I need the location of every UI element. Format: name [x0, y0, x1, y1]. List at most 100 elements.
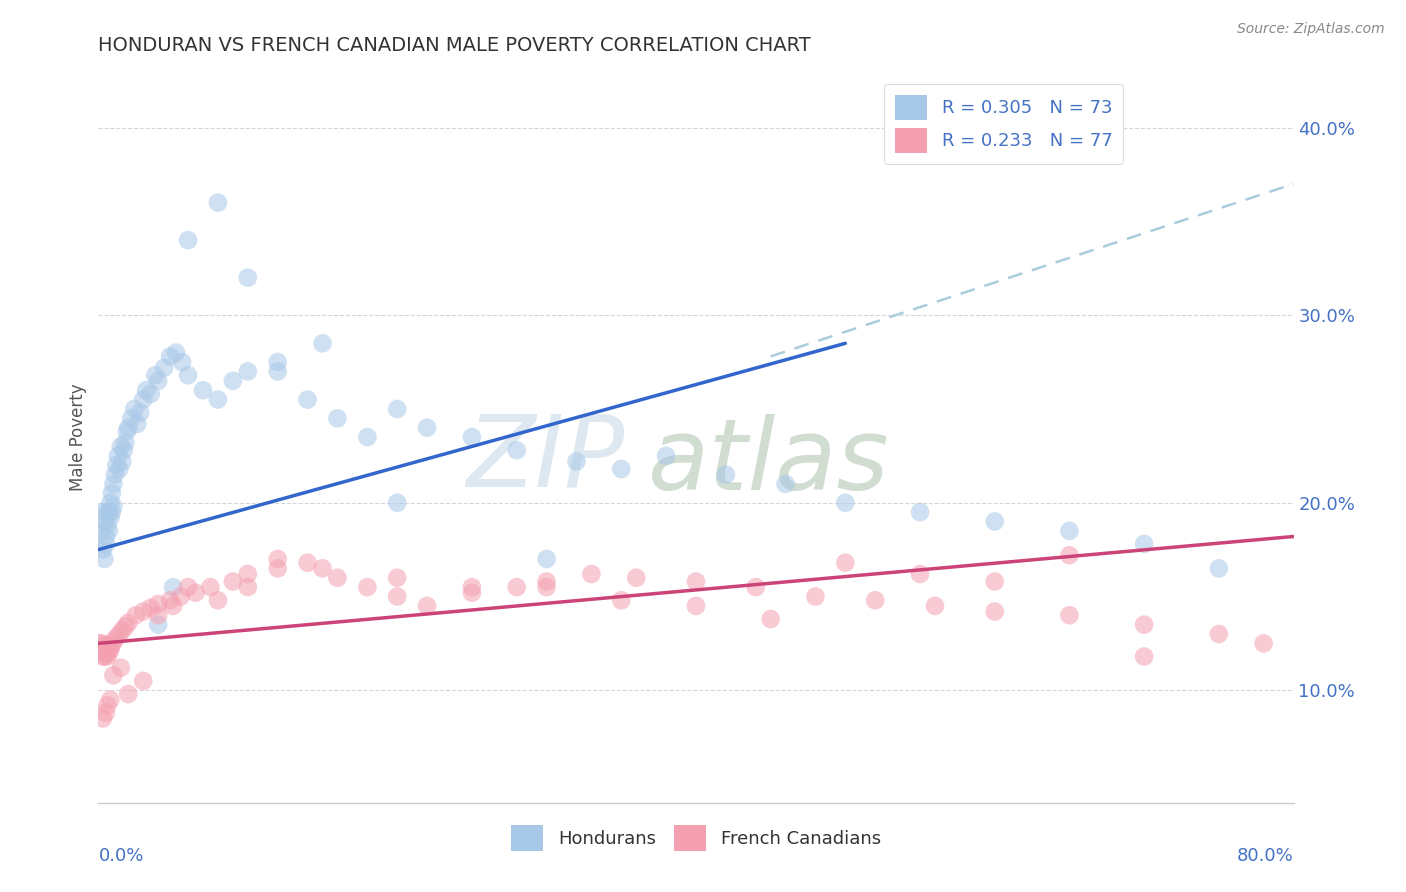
Point — [91, 642, 114, 657]
Point — [385, 496, 409, 510]
Point — [1253, 636, 1275, 650]
Point — [103, 477, 125, 491]
Point — [267, 355, 290, 369]
Point — [506, 580, 529, 594]
Point — [148, 608, 170, 623]
Point — [984, 574, 1007, 589]
Point — [103, 634, 125, 648]
Text: HONDURAN VS FRENCH CANADIAN MALE POVERTY CORRELATION CHART: HONDURAN VS FRENCH CANADIAN MALE POVERTY… — [98, 36, 811, 54]
Point — [91, 649, 114, 664]
Point — [129, 406, 152, 420]
Point — [461, 580, 484, 594]
Point — [984, 605, 1007, 619]
Point — [91, 542, 114, 557]
Point — [236, 364, 259, 378]
Point — [93, 552, 115, 566]
Point — [865, 593, 887, 607]
Point — [114, 435, 136, 450]
Point — [461, 586, 484, 600]
Point — [536, 574, 558, 589]
Point — [745, 580, 768, 594]
Point — [124, 401, 146, 416]
Point — [108, 627, 131, 641]
Point — [132, 673, 155, 688]
Point — [177, 233, 200, 247]
Point — [565, 454, 588, 468]
Point — [162, 599, 184, 613]
Point — [159, 593, 181, 607]
Text: 80.0%: 80.0% — [1237, 847, 1294, 864]
Point — [94, 646, 117, 660]
Point — [90, 636, 112, 650]
Point — [120, 411, 142, 425]
Point — [536, 552, 558, 566]
Point — [148, 617, 170, 632]
Point — [326, 571, 349, 585]
Point — [191, 383, 214, 397]
Point — [222, 374, 245, 388]
Point — [93, 642, 115, 657]
Point — [169, 590, 191, 604]
Point — [1208, 627, 1230, 641]
Point — [101, 486, 124, 500]
Point — [207, 195, 229, 210]
Point — [97, 646, 120, 660]
Point — [127, 417, 149, 431]
Point — [1133, 617, 1156, 632]
Point — [385, 571, 409, 585]
Point — [984, 515, 1007, 529]
Point — [1059, 524, 1081, 538]
Point — [172, 355, 194, 369]
Point — [143, 368, 166, 383]
Point — [110, 661, 132, 675]
Point — [267, 552, 290, 566]
Point — [91, 711, 114, 725]
Point — [536, 580, 558, 594]
Point — [581, 566, 603, 581]
Point — [1133, 537, 1156, 551]
Point — [101, 638, 124, 652]
Y-axis label: Male Poverty: Male Poverty — [69, 384, 87, 491]
Point — [924, 599, 946, 613]
Point — [416, 599, 439, 613]
Point — [94, 706, 117, 720]
Point — [326, 411, 349, 425]
Point — [94, 537, 117, 551]
Text: 0.0%: 0.0% — [98, 847, 143, 864]
Point — [200, 580, 222, 594]
Point — [222, 574, 245, 589]
Point — [125, 608, 148, 623]
Point — [97, 524, 120, 538]
Point — [96, 518, 118, 533]
Point — [98, 510, 122, 524]
Point — [714, 467, 737, 482]
Text: atlas: atlas — [648, 414, 890, 511]
Point — [114, 619, 136, 633]
Point — [93, 649, 115, 664]
Point — [416, 420, 439, 434]
Point — [90, 524, 112, 538]
Point — [1059, 548, 1081, 562]
Point — [311, 561, 333, 575]
Point — [94, 529, 117, 543]
Point — [105, 458, 128, 473]
Point — [96, 649, 118, 664]
Point — [117, 615, 139, 630]
Point — [94, 638, 117, 652]
Point — [506, 443, 529, 458]
Point — [626, 571, 648, 585]
Point — [96, 642, 118, 657]
Point — [108, 462, 131, 476]
Point — [148, 597, 170, 611]
Point — [132, 392, 155, 407]
Point — [89, 636, 111, 650]
Point — [98, 496, 122, 510]
Point — [1133, 649, 1156, 664]
Point — [90, 646, 112, 660]
Point — [834, 496, 856, 510]
Point — [105, 631, 128, 645]
Point — [117, 687, 139, 701]
Point — [104, 467, 127, 482]
Point — [98, 642, 122, 657]
Point — [775, 477, 797, 491]
